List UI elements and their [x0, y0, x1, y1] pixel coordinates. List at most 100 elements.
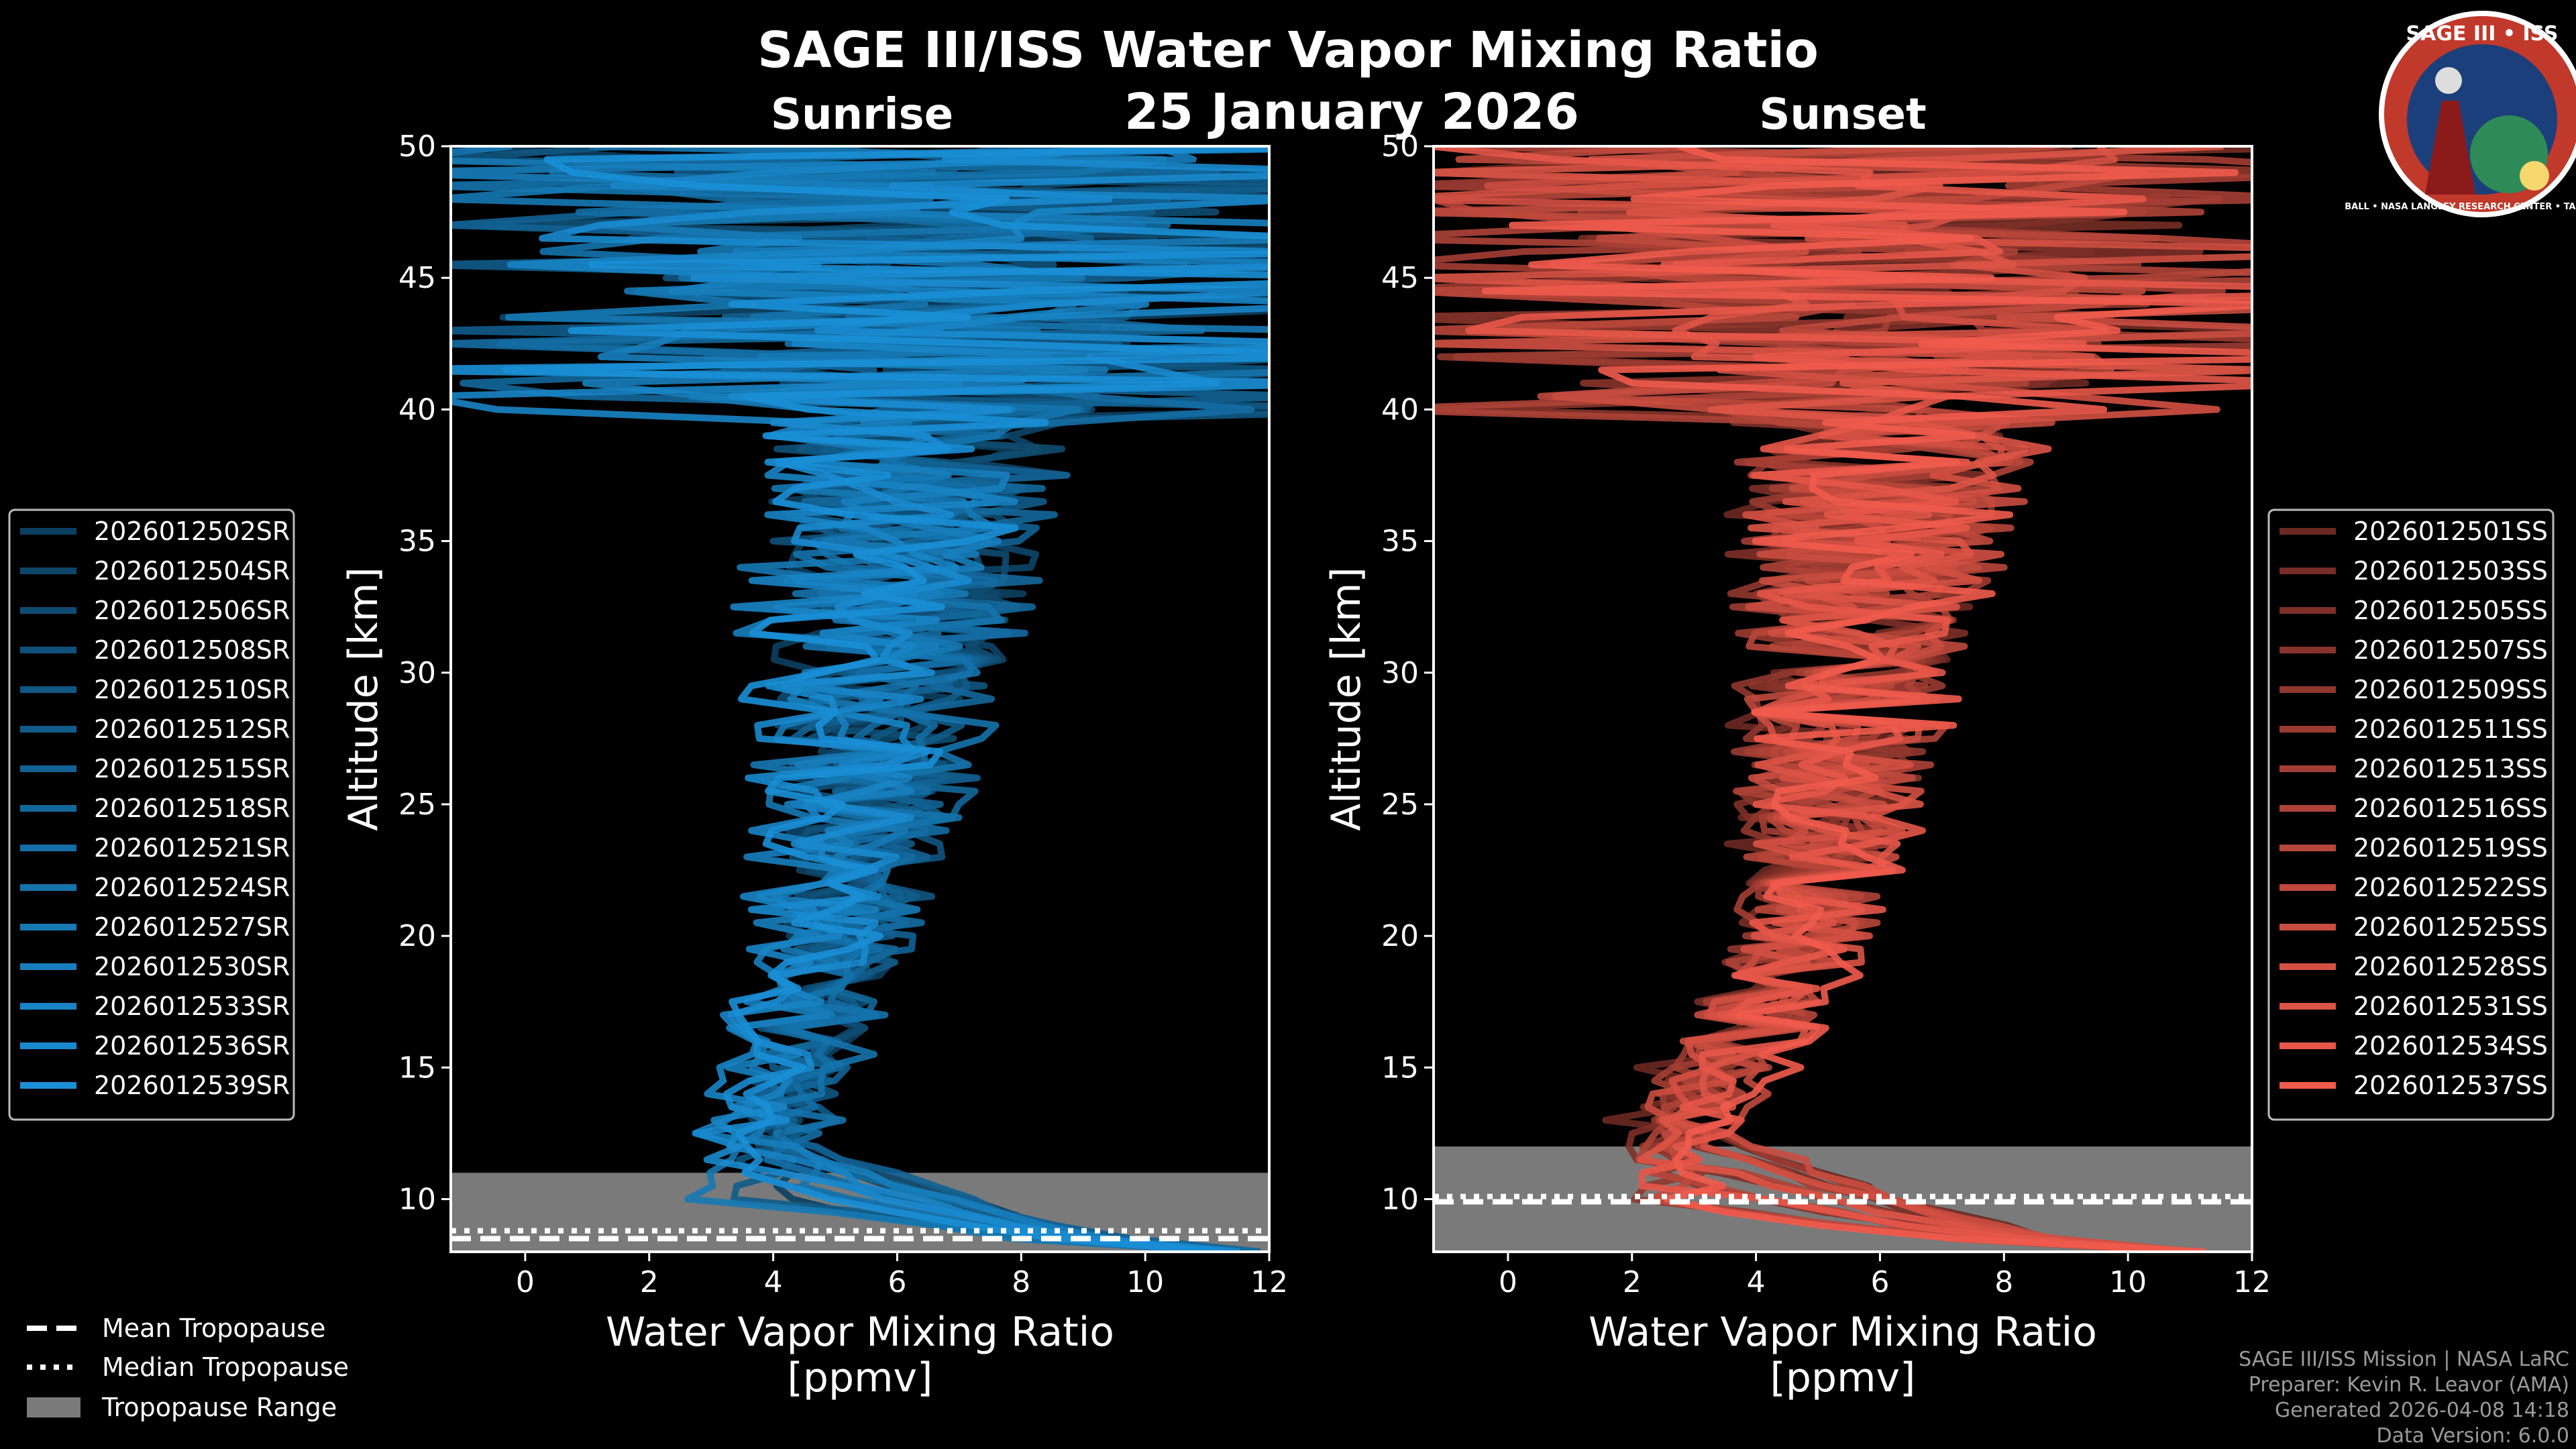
sunrise-legend: 2026012502SR 2026012504SR 2026012506SR 2026… — [8, 508, 295, 1121]
y-tick-label: 35 — [1381, 525, 1419, 559]
legend-entry-2026012506SR: 2026012506SR — [94, 596, 290, 625]
legend-entry-2026012522SS: 2026012522SS — [2353, 873, 2548, 902]
footer-preparer: Preparer: Kevin R. Leavor (AMA) — [2249, 1373, 2569, 1397]
logo-ring-text: BALL • NASA LANGLEY RESEARCH CENTER • TA… — [2345, 202, 2576, 212]
sunrise-panel: 0 2 4 6 8 10 12 10 15 20 25 30 35 40 45 50 Water Vapor M… — [340, 129, 1288, 1401]
x-tick-label: 12 — [1250, 1265, 1288, 1299]
y-tick-label: 45 — [398, 261, 436, 295]
profile-line-2026012527SR — [451, 146, 1269, 1252]
y-axis-label: Altitude [km] — [1323, 567, 1370, 831]
mean-tropopause-label: Mean Tropopause — [102, 1313, 325, 1343]
sage-logo: SAGE III • ISS BALL • NASA LANGLEY RESEA… — [2345, 11, 2576, 217]
legend-entry-2026012505SS: 2026012505SS — [2353, 596, 2548, 625]
x-axis-unit: [ppmv] — [788, 1354, 933, 1401]
y-axis-label: Altitude [km] — [340, 567, 387, 831]
legend-entry-2026012533SR: 2026012533SR — [94, 991, 290, 1021]
legend-entry-2026012511SS: 2026012511SS — [2353, 714, 2548, 744]
x-tick-label: 8 — [1012, 1265, 1030, 1299]
y-tick-label: 30 — [398, 656, 436, 690]
logo-title: SAGE III • ISS — [2406, 22, 2559, 46]
legend-entry-2026012507SS: 2026012507SS — [2353, 635, 2548, 665]
legend-entry-2026012504SR: 2026012504SR — [94, 556, 290, 586]
footer-mission: SAGE III/ISS Mission | NASA LaRC — [2239, 1348, 2569, 1371]
x-tick-label: 10 — [2109, 1265, 2147, 1299]
legend-entry-2026012525SS: 2026012525SS — [2353, 912, 2548, 942]
legend-entry-2026012515SR: 2026012515SR — [94, 754, 290, 784]
x-axis-label: Water Vapor Mixing Ratio — [606, 1309, 1114, 1356]
figure-date: 25 January 2026 — [1124, 83, 1579, 141]
x-axis-unit: [ppmv] — [1770, 1354, 1916, 1401]
legend-entry-2026012516SS: 2026012516SS — [2353, 794, 2548, 823]
legend-entry-2026012531SS: 2026012531SS — [2353, 991, 2548, 1021]
footer-version: Data Version: 6.0.0 — [2377, 1424, 2569, 1448]
y-tick-label: 40 — [1381, 392, 1419, 427]
legend-entry-2026012521SR: 2026012521SR — [94, 833, 290, 863]
x-tick-label: 10 — [1126, 1265, 1164, 1299]
legend-entry-2026012539SR: 2026012539SR — [94, 1071, 290, 1100]
logo-figure — [2425, 101, 2475, 195]
legend-entry-2026012534SS: 2026012534SS — [2353, 1031, 2548, 1061]
y-tick-label: 20 — [398, 919, 436, 953]
x-tick-label: 2 — [1623, 1265, 1642, 1299]
logo-moon — [2435, 67, 2462, 94]
y-tick-label: 50 — [1381, 129, 1419, 164]
axes-frame — [1432, 145, 2253, 1253]
legend-entry-2026012501SS: 2026012501SS — [2353, 517, 2548, 546]
legend-box — [8, 508, 295, 1121]
legend-entry-2026012518SR: 2026012518SR — [94, 794, 290, 823]
tropopause-legend: Mean Tropopause Median Tropopause Tropop… — [27, 1313, 349, 1422]
profile-lines — [1434, 146, 2252, 1252]
x-tick-label: 8 — [1994, 1265, 2013, 1299]
x-tick-label: 4 — [1747, 1265, 1766, 1299]
legend-entry-2026012510SR: 2026012510SR — [94, 675, 290, 704]
y-tick-label: 15 — [1381, 1051, 1419, 1085]
footer: SAGE III/ISS Mission | NASA LaRC Prepare… — [2239, 1348, 2569, 1448]
sunset-panel-title: Sunset — [1759, 90, 1926, 140]
legend-entry-2026012513SS: 2026012513SS — [2353, 754, 2548, 784]
legend-entry-2026012502SR: 2026012502SR — [94, 517, 290, 546]
legend-entry-2026012536SR: 2026012536SR — [94, 1031, 290, 1061]
legend-entry-2026012524SR: 2026012524SR — [94, 873, 290, 902]
footer-generated: Generated 2026-04-08 14:18 — [2275, 1399, 2569, 1422]
x-tick-label: 6 — [888, 1265, 906, 1299]
legend-entry-2026012509SS: 2026012509SS — [2353, 675, 2548, 704]
tropopause-range-label: Tropopause Range — [101, 1393, 337, 1422]
legend-entry-2026012527SR: 2026012527SR — [94, 912, 290, 942]
profile-line-2026012522SS — [1434, 146, 2199, 1252]
y-tick-label: 10 — [1381, 1183, 1419, 1217]
profile-line-2026012524SR — [451, 146, 1269, 1252]
legend-box — [2267, 508, 2555, 1121]
legend-entry-2026012508SR: 2026012508SR — [94, 635, 290, 665]
legend-entry-2026012503SS: 2026012503SS — [2353, 556, 2548, 586]
axes-frame — [449, 145, 1271, 1253]
y-tick-label: 40 — [398, 392, 436, 427]
profile-lines — [451, 146, 1269, 1252]
profile-line-2026012534SS — [1434, 146, 2252, 1252]
x-tick-label: 0 — [516, 1265, 535, 1299]
x-tick-label: 0 — [1499, 1265, 1517, 1299]
y-tick-label: 15 — [398, 1051, 436, 1085]
y-tick-label: 50 — [398, 129, 436, 164]
figure-title: SAGE III/ISS Water Vapor Mixing Ratio — [757, 21, 1819, 79]
sunrise-panel-title: Sunrise — [771, 90, 953, 140]
profile-line-2026012539SR — [451, 146, 1269, 1252]
x-tick-label: 6 — [1870, 1265, 1889, 1299]
x-axis-label: Water Vapor Mixing Ratio — [1589, 1309, 2097, 1356]
tropopause-range-swatch — [27, 1397, 80, 1417]
sunset-panel: 0 2 4 6 8 10 12 10 15 20 25 30 35 40 45 50 Water Vapor M… — [1323, 129, 2271, 1401]
median-tropopause-label: Median Tropopause — [102, 1352, 349, 1382]
y-tick-label: 25 — [398, 788, 436, 822]
profile-line-2026012512SR — [451, 146, 1269, 1252]
legend-entry-2026012512SR: 2026012512SR — [94, 714, 290, 744]
y-tick-label: 10 — [398, 1183, 436, 1217]
logo-sun — [2520, 161, 2549, 191]
profile-line-2026012536SR — [539, 146, 1269, 1252]
y-tick-label: 20 — [1381, 919, 1419, 953]
legend-entry-2026012519SS: 2026012519SS — [2353, 833, 2548, 863]
legend-entry-2026012537SS: 2026012537SS — [2353, 1071, 2548, 1100]
x-tick-label: 2 — [640, 1265, 659, 1299]
legend-entry-2026012530SR: 2026012530SR — [94, 952, 290, 981]
y-tick-label: 30 — [1381, 656, 1419, 690]
profile-line-2026012519SS — [1434, 146, 2252, 1252]
